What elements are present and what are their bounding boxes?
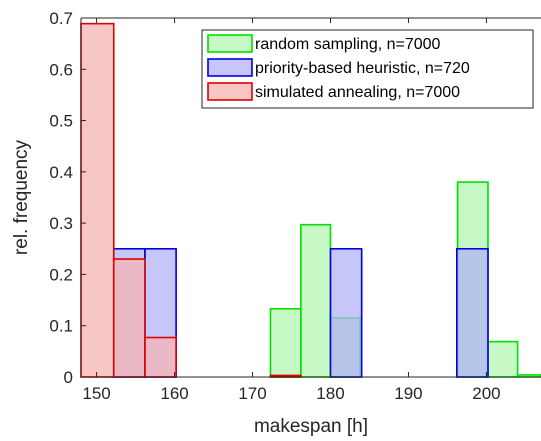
x-tick-label: 160 [160, 384, 188, 403]
legend: random sampling, n=7000 priority-based he… [201, 29, 534, 109]
legend-swatch [207, 58, 253, 77]
y-tick-label: 0 [64, 368, 73, 387]
legend-label: priority-based heuristic, n=720 [255, 60, 470, 77]
bar-series1-bin2 [300, 223, 332, 378]
x-tick-label: 180 [316, 384, 344, 403]
legend-box [201, 29, 534, 109]
y-tick-label: 0.7 [49, 9, 73, 28]
legend-swatch [207, 82, 253, 101]
x-tick-label: 200 [472, 384, 500, 403]
bar-series2-bin3 [329, 247, 363, 378]
bar-series1-bin5 [487, 340, 519, 378]
bar-series3-bin1 [80, 22, 115, 378]
y-tick-label: 0.4 [49, 163, 73, 182]
x-tick-label: 150 [82, 384, 110, 403]
legend-label: simulated annealing, n=7000 [255, 84, 460, 101]
legend-swatch [207, 34, 253, 53]
bar-series2-bin4 [455, 247, 489, 378]
y-axis-label: rel. frequency [11, 139, 32, 255]
y-tick-label: 0.2 [49, 265, 73, 284]
ticks-layer: 150 160 170 180 190 200 0 0.1 0.2 0.3 0.4 0.5 0.6 0.7 [49, 9, 500, 403]
bar-series3-bin3 [144, 336, 177, 378]
y-tick-label: 0.1 [49, 317, 73, 336]
y-tick-label: 0.5 [49, 112, 73, 131]
y-tick-label: 0.6 [49, 60, 73, 79]
bar-series1-bin1 [269, 307, 302, 378]
x-axis-label: makespan [h] [254, 416, 368, 437]
y-tick-label: 0.3 [49, 214, 73, 233]
x-tick-label: 190 [394, 384, 422, 403]
bar-series3-bin2 [112, 258, 146, 378]
x-tick-label: 170 [238, 384, 266, 403]
bars-layer [80, 22, 541, 378]
axes-layer [80, 17, 541, 378]
legend-label: random sampling, n=7000 [255, 36, 441, 53]
